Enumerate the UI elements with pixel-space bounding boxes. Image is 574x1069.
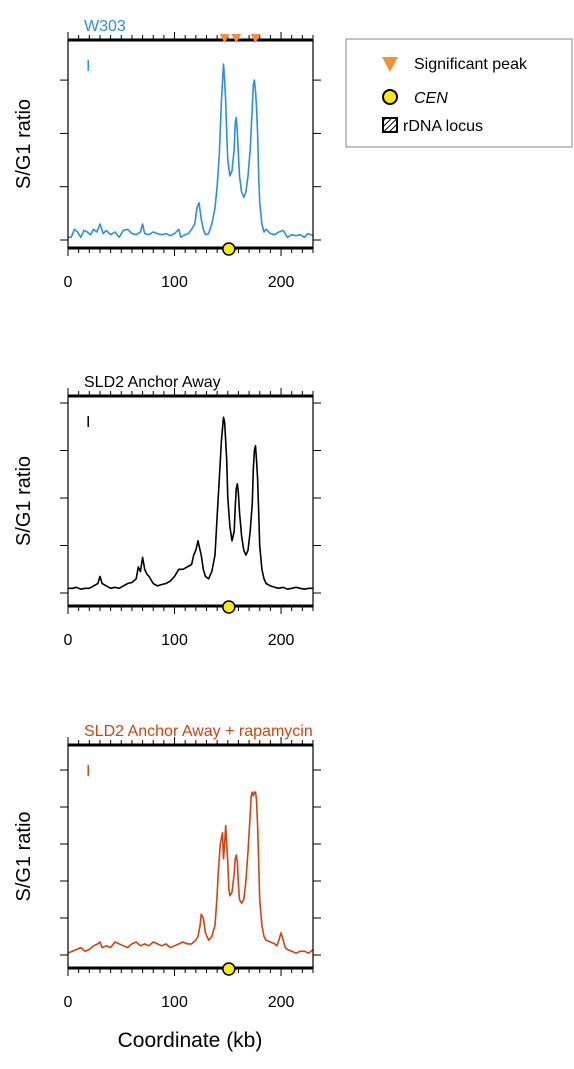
significant-peak-icon [382, 57, 398, 72]
panel-sld2-anchor-away-rapamycin: 0 100 200 S/G1 ratio SLD2 Anchor Away + rapa… [13, 723, 321, 1011]
legend-label-rdna-locus: rDNA locus [403, 118, 483, 135]
chromosome-label: I [86, 763, 90, 780]
x-tick-label: 100 [161, 994, 188, 1011]
x-axis-label: Coordinate (kb) [118, 1029, 263, 1052]
x-tick-label: 200 [268, 632, 295, 649]
x-tick-label: 200 [268, 274, 295, 291]
x-tick-label: 0 [64, 274, 73, 291]
panel-sld2-anchor-away: 0 100 200 S/G1 ratio SLD2 Anchor Away I [13, 374, 321, 649]
x-tick-label: 100 [161, 274, 188, 291]
chromosome-label: I [86, 58, 90, 75]
panel-title: SLD2 Anchor Away [84, 374, 221, 391]
x-tick-label: 0 [64, 632, 73, 649]
chromosome-label: I [86, 414, 90, 431]
data-line-1 [68, 416, 313, 590]
data-line-2 [67, 791, 314, 954]
legend-label-cen: CEN [414, 90, 448, 107]
x-tick-label: 0 [64, 994, 73, 1011]
panel-title: W303 [84, 18, 126, 35]
cen-marker [222, 962, 236, 976]
legend-label-significant-peak: Significant peak [414, 56, 528, 73]
cen-marker [222, 242, 236, 256]
legend: Significant peak CEN rDNA locus [345, 38, 573, 148]
rdna-hatch-icon [382, 117, 398, 133]
cen-icon [382, 89, 398, 105]
y-axis-label: S/G1 ratio [13, 99, 35, 189]
panel-w303: 0 100 200 S/G1 ratio W303 I [13, 18, 321, 291]
cen-marker [222, 600, 236, 614]
significant-peak-marker [219, 34, 230, 43]
significant-peak-marker [231, 34, 242, 43]
x-tick-label: 100 [161, 632, 188, 649]
significant-peak-marker [250, 34, 261, 43]
x-tick-label: 200 [268, 994, 295, 1011]
data-line-0 [68, 63, 314, 239]
y-axis-label: S/G1 ratio [13, 456, 35, 546]
panel-title: SLD2 Anchor Away + rapamycin [84, 723, 313, 740]
y-axis-label: S/G1 ratio [13, 811, 35, 901]
